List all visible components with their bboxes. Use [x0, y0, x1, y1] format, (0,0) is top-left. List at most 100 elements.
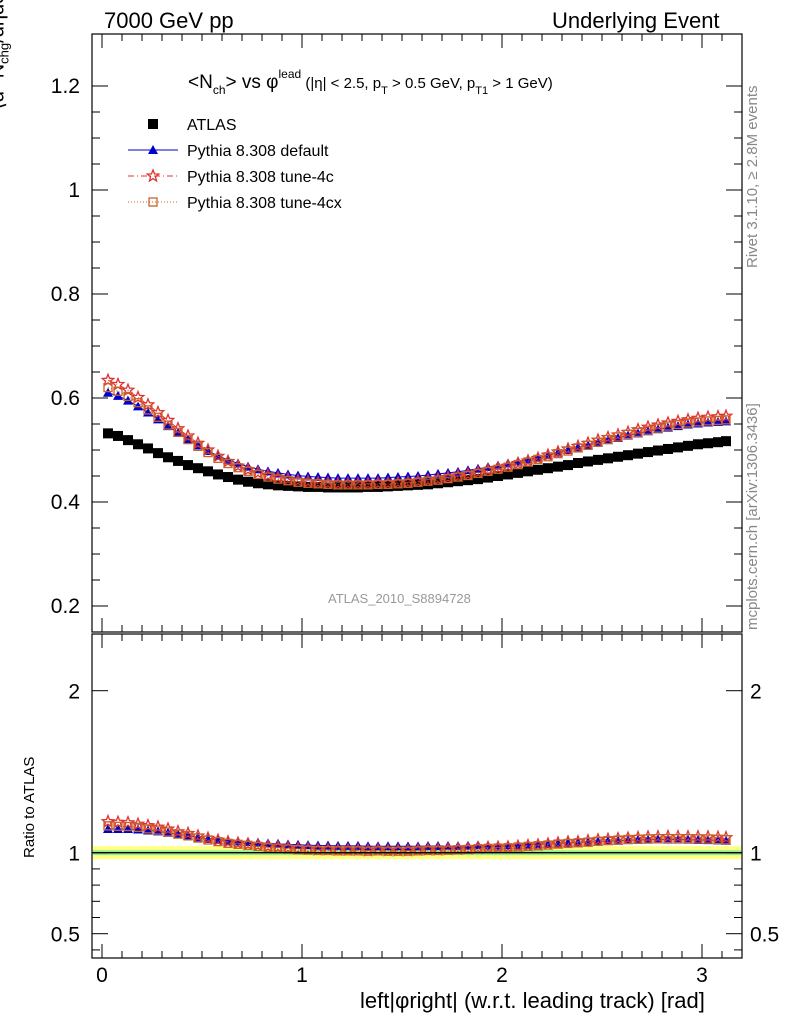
ratio-frame [91, 633, 743, 959]
tune4cx-point [573, 838, 583, 848]
tune4cx-point [333, 480, 343, 490]
tune4cx-point [343, 846, 353, 856]
header-right: Underlying Event [552, 8, 720, 33]
tune4cx-point [423, 845, 433, 856]
tune4cx-point [163, 420, 173, 430]
tune4cx-point [233, 463, 243, 473]
tune4cx-point [623, 429, 633, 440]
tune4cx-point [573, 443, 583, 453]
tune4cx-point [623, 834, 633, 845]
tune4cx-point [113, 386, 123, 396]
atlas-point [563, 460, 573, 471]
tune4cx-point [383, 846, 393, 856]
tune4cx-point [513, 842, 523, 852]
tune4c-point [180, 428, 196, 443]
default-point [713, 416, 723, 426]
atlas-point [333, 482, 343, 493]
ratio-y-tick-label-right: 1 [750, 843, 762, 866]
tune4c-point [100, 372, 116, 387]
atlas-point [503, 469, 513, 480]
atlas-point [223, 472, 233, 483]
tune4cx-point [433, 845, 443, 856]
atlas-point [593, 454, 603, 465]
tune4cx-point [313, 845, 323, 856]
default-point [721, 416, 731, 426]
default-point [148, 145, 158, 154]
tune4cx-point [553, 839, 563, 849]
tune4c-point [660, 415, 676, 430]
default-point [703, 417, 713, 427]
atlas-point [653, 445, 663, 456]
tune4cx-point [683, 418, 693, 428]
tune4cx-point [353, 846, 363, 856]
atlas-point [483, 472, 493, 483]
atlas-point [233, 474, 243, 485]
tune4cx-point [413, 477, 423, 487]
tune4cx-point [373, 479, 383, 489]
atlas-point [713, 437, 723, 448]
tune4cx-point [613, 432, 623, 442]
atlas-point [573, 458, 583, 468]
tune4cx-point [103, 821, 113, 831]
default-point [483, 462, 493, 472]
default-point [693, 418, 703, 428]
tune4cx-point [413, 846, 423, 856]
tune4cx-point [133, 822, 143, 832]
ratio-y-tick-label-right: 2 [750, 681, 762, 704]
tune4cx-point [693, 834, 703, 844]
main-frame [91, 33, 743, 633]
tune4cx-point [453, 845, 463, 855]
default-point [233, 458, 243, 468]
tune4c-point [170, 420, 186, 435]
tune4cx-point [503, 462, 513, 472]
atlas-point [673, 442, 683, 453]
tune4cx-point [373, 846, 383, 856]
tune4cx-point [193, 833, 203, 843]
tune4cx-point [503, 843, 513, 853]
ratio-y-tick-label: 0.5 [51, 924, 80, 947]
tune4cx-point [533, 454, 543, 465]
tune4cx-point [653, 834, 663, 844]
tune4c-point [190, 435, 206, 450]
atlas-point [463, 475, 473, 486]
atlas-point [433, 478, 443, 489]
atlas-point [123, 435, 133, 446]
tune4cx-point [643, 425, 653, 435]
tune4cx-point [683, 834, 693, 844]
axes: 0 1 2 3 0.2 0.4 0.6 0.8 1 1.2 0.5 0.5 1 1 2 2 [51, 33, 779, 987]
tune4cx-point [403, 478, 413, 488]
tune4cx-point [443, 845, 453, 855]
tune4cx-point [663, 421, 673, 431]
y-tick-label: 0.4 [51, 491, 81, 514]
y-tick-label: 0.8 [51, 283, 80, 306]
atlas-point [343, 482, 353, 493]
tune4cx-point [223, 458, 233, 469]
tune4cx-point [293, 845, 303, 855]
atlas-point [413, 479, 423, 490]
tune4cx-point [173, 427, 183, 437]
tune4cx-point [353, 480, 363, 490]
atlas-point [323, 482, 333, 493]
tune4cx-point [303, 478, 313, 488]
tune4cx-point [693, 417, 703, 427]
atlas-point [663, 443, 673, 454]
tune4cx-point [363, 846, 373, 856]
tune4cx-point [148, 197, 158, 207]
tune4cx-point [343, 480, 353, 490]
x-axis-label: left|φright| (w.r.t. leading track) [rad… [360, 988, 705, 1013]
tune4cx-point [263, 842, 273, 853]
atlas-point [253, 478, 263, 489]
tune4cx-point [443, 473, 453, 484]
atlas-point [583, 456, 593, 467]
analysis-watermark: ATLAS_2010_S8894728 [328, 591, 471, 606]
atlas-point [683, 440, 693, 451]
atlas-point [163, 452, 173, 463]
default-point [153, 826, 163, 836]
plot-title: <Nch> vs φlead (|η| < 2.5, pT > 0.5 GeV,… [188, 67, 553, 97]
tune4cx-point [203, 447, 213, 458]
tune4cx-point [133, 398, 143, 408]
tune4cx-point [563, 446, 573, 456]
legend-label: Pythia 8.308 default [187, 143, 329, 160]
atlas-point [213, 469, 223, 480]
x-tick-label: 2 [496, 964, 508, 987]
